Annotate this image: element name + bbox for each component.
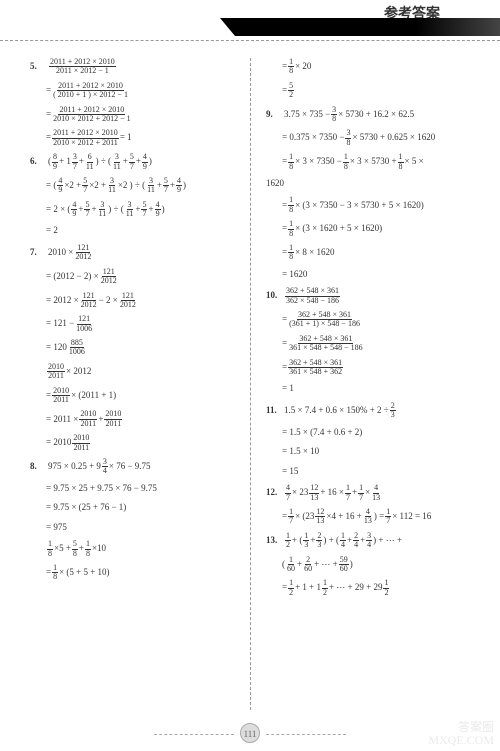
math-line: = 18 × 8 × 1620 bbox=[266, 244, 462, 262]
page-header: 参考答案 bbox=[0, 0, 500, 50]
math-line: = 2012 × 1212012 − 2 × 1212012 bbox=[30, 292, 236, 310]
math-line: = 18 × (3 × 7350 − 3 × 5730 + 5 × 1620) bbox=[266, 196, 462, 214]
math-line: = 1.5 × (7.4 + 0.6 + 2) bbox=[266, 426, 462, 440]
math-line: 7.2010 × 1212012 bbox=[30, 244, 236, 262]
math-line: 5.2011 + 2012 × 20102011 × 2012 − 1 bbox=[30, 58, 236, 76]
math-line: = 2010 20102011 bbox=[30, 434, 236, 452]
math-line: = 2011 × 20102011 + 20102011 bbox=[30, 410, 236, 428]
math-line: = 975 bbox=[30, 521, 236, 535]
math-line: 10.362 + 548 × 361362 × 548 − 186 bbox=[266, 287, 462, 305]
math-line: = 18 × (3 × 1620 + 5 × 1620) bbox=[266, 220, 462, 238]
math-line: 6.( 89 + 1 37 + 611 ) ÷ ( 311 + 57 + 49 … bbox=[30, 153, 236, 171]
math-line: 11.1.5 × 7.4 + 0.6 × 150% + 2 ÷ 23 bbox=[266, 402, 462, 420]
footer-dash-left bbox=[154, 734, 234, 735]
math-line: = 18 × (5 + 5 + 10) bbox=[30, 564, 236, 582]
math-line: = 18 × 3 × 7350 − 18 × 3 × 5730 + 18 × 5… bbox=[266, 153, 462, 171]
content-area: 5.2011 + 2012 × 20102011 × 2012 − 1 = 201… bbox=[0, 50, 500, 710]
problem-number: 11. bbox=[266, 404, 280, 418]
math-line: 9.3.75 × 735 − 38 × 5730 + 16.2 × 62.5 bbox=[266, 106, 462, 124]
math-line: = 12 + 1 + 1 12 + ⋯ + 29 + 29 12 bbox=[266, 579, 462, 597]
problem-number: 8. bbox=[30, 460, 44, 474]
math-line: = 2011 + 2012 × 20102010 × 2012 + 2012 −… bbox=[30, 106, 236, 124]
right-column: = 18 × 20 = 52 9.3.75 × 735 − 38 × 5730 + … bbox=[246, 58, 462, 710]
problem-number: 5. bbox=[30, 60, 44, 74]
math-line: = 2011 + 2012 × 2010( 2010 + 1 ) × 2012 … bbox=[30, 82, 236, 100]
footer-dash-right bbox=[266, 734, 346, 735]
math-line: = 2 × ( 49 + 57 + 311 ) ÷ ( 311 + 57 + 4… bbox=[30, 201, 236, 219]
problem-number: 13. bbox=[266, 534, 280, 548]
math-line: = 121 − 1211006 bbox=[30, 315, 236, 333]
math-line: = 9.75 × (25 + 76 − 1) bbox=[30, 501, 236, 515]
header-divider bbox=[0, 40, 500, 41]
left-column: 5.2011 + 2012 × 20102011 × 2012 − 1 = 201… bbox=[30, 58, 246, 710]
math-line: = 1620 bbox=[266, 268, 462, 282]
problem-number: 9. bbox=[266, 108, 280, 122]
math-line: = 1 bbox=[266, 382, 462, 396]
problem-number: 6. bbox=[30, 155, 44, 169]
math-line: 1620 bbox=[266, 177, 462, 191]
problem-number: 12. bbox=[266, 486, 280, 500]
watermark: 答案圈 MXQE.COM bbox=[428, 721, 494, 747]
watermark-top: 答案圈 bbox=[428, 721, 494, 734]
math-line: = 362 + 548 × 361361 × 548 + 362 bbox=[266, 359, 462, 377]
problem-number: 7. bbox=[30, 246, 44, 260]
math-line: = ( 49 ×2 + 57 ×2 + 311 ×2 ) ÷ ( 311 + 5… bbox=[30, 177, 236, 195]
math-line: = 2 bbox=[30, 224, 236, 238]
math-line: = 362 + 548 × 361361 × 548 + 548 − 186 bbox=[266, 335, 462, 353]
problem-number: 10. bbox=[266, 289, 280, 303]
math-line: = 2011 + 2012 × 20102010 × 2012 + 2011 =… bbox=[30, 129, 236, 147]
math-line: = 17 × (23 1213 ×4 + 16 + 413) = 17 × 11… bbox=[266, 508, 462, 526]
math-line: = 362 + 548 × 361(361 + 1) × 548 − 186 bbox=[266, 311, 462, 329]
math-line: = 120 8851006 bbox=[30, 339, 236, 357]
math-line: = (2012 − 2) × 1212012 bbox=[30, 268, 236, 286]
math-line: = 0.375 × 7350 − 38 × 5730 + 0.625 × 162… bbox=[266, 129, 462, 147]
watermark-bottom: MXQE.COM bbox=[428, 734, 494, 747]
math-line: 18 ×5 + 58 + 18 ×10 bbox=[30, 540, 236, 558]
math-line: = 1.5 × 10 bbox=[266, 445, 462, 459]
math-line: ( 160 + 260 + ⋯ + 5960 ) bbox=[266, 556, 462, 574]
math-line: = 15 bbox=[266, 465, 462, 479]
math-line: 12.47 × 23 1213 + 16 × 17 + 17 × 413 bbox=[266, 484, 462, 502]
page-footer: 111 bbox=[0, 723, 500, 743]
math-line: = 20102011 × (2011 + 1) bbox=[30, 387, 236, 405]
math-line: = 52 bbox=[266, 82, 462, 100]
math-line: = 18 × 20 bbox=[266, 58, 462, 76]
math-line: 8.975 × 0.25 + 9 34 × 76 − 9.75 bbox=[30, 458, 236, 476]
math-line: = 9.75 × 25 + 9.75 × 76 − 9.75 bbox=[30, 482, 236, 496]
math-line: 13.12 + ( 13 + 23 ) + ( 14 + 24 + 34 ) +… bbox=[266, 532, 462, 550]
math-line: 20102011 × 2012 bbox=[30, 363, 236, 381]
page-number: 111 bbox=[240, 723, 260, 743]
header-decoration bbox=[220, 18, 500, 36]
column-divider bbox=[250, 58, 251, 710]
